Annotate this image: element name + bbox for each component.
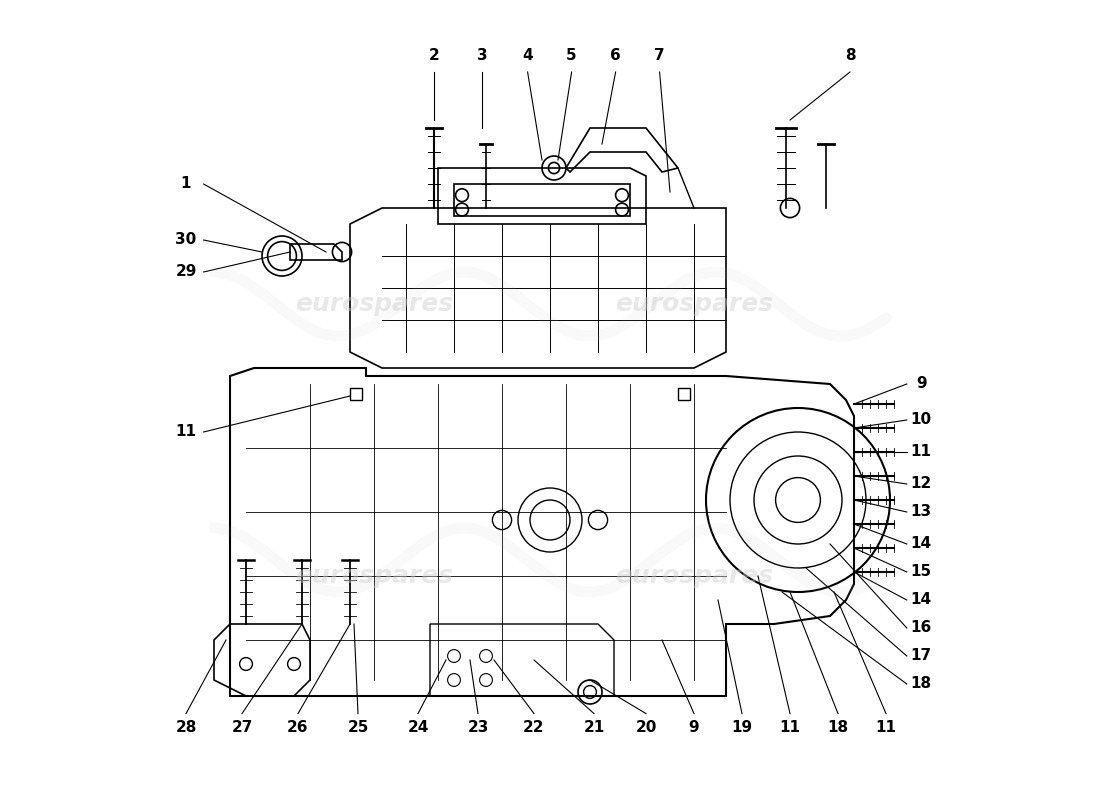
Text: 5: 5 [566, 49, 576, 63]
Text: 1: 1 [180, 177, 191, 191]
Text: 8: 8 [845, 49, 856, 63]
Text: 26: 26 [287, 721, 309, 735]
Text: 3: 3 [476, 49, 487, 63]
Text: 19: 19 [732, 721, 752, 735]
Text: 23: 23 [468, 721, 488, 735]
Text: 11: 11 [176, 425, 197, 439]
Text: eurospares: eurospares [615, 292, 773, 316]
Text: eurospares: eurospares [295, 564, 453, 588]
Text: 12: 12 [911, 477, 932, 491]
Text: 14: 14 [911, 593, 932, 607]
Text: eurospares: eurospares [615, 564, 773, 588]
Text: 11: 11 [780, 721, 801, 735]
Text: eurospares: eurospares [295, 292, 453, 316]
Text: 7: 7 [654, 49, 664, 63]
Text: 16: 16 [911, 621, 932, 635]
Text: 9: 9 [916, 377, 926, 391]
Text: 22: 22 [524, 721, 544, 735]
Text: 6: 6 [610, 49, 621, 63]
Text: 17: 17 [911, 649, 932, 663]
Text: 4: 4 [522, 49, 532, 63]
Text: 18: 18 [911, 677, 932, 691]
Text: 11: 11 [876, 721, 896, 735]
Text: 2: 2 [429, 49, 439, 63]
Text: 10: 10 [911, 413, 932, 427]
Text: 30: 30 [175, 233, 197, 247]
Text: 21: 21 [583, 721, 605, 735]
Text: 28: 28 [175, 721, 197, 735]
Text: 11: 11 [911, 445, 932, 459]
Text: 15: 15 [911, 565, 932, 579]
Text: 9: 9 [689, 721, 700, 735]
Text: 29: 29 [175, 265, 197, 279]
Bar [678, 388, 690, 400]
Text: 24: 24 [407, 721, 429, 735]
Text: 13: 13 [911, 505, 932, 519]
Text: 18: 18 [827, 721, 848, 735]
Text: 20: 20 [636, 721, 657, 735]
Text: 14: 14 [911, 537, 932, 551]
Bar [350, 388, 362, 400]
Text: 25: 25 [348, 721, 369, 735]
Text: 27: 27 [231, 721, 253, 735]
